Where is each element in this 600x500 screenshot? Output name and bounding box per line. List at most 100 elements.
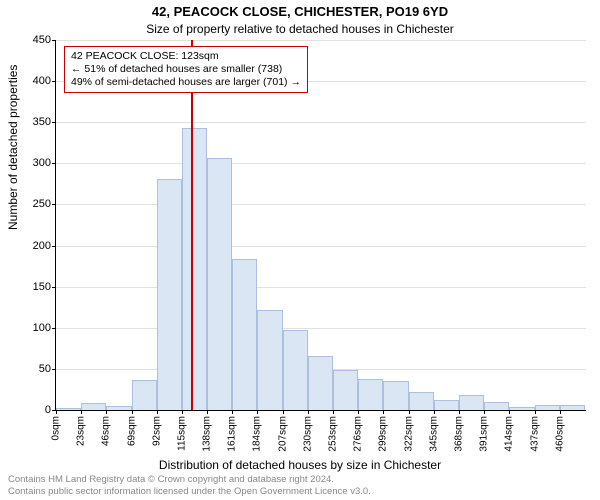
xtick-mark bbox=[509, 410, 510, 414]
xtick-mark bbox=[434, 410, 435, 414]
y-axis-label: Number of detached properties bbox=[6, 65, 20, 230]
ytick-mark bbox=[52, 369, 56, 370]
ytick-label: 300 bbox=[33, 157, 51, 169]
xtick-label: 92sqm bbox=[151, 416, 162, 446]
xtick-mark bbox=[182, 410, 183, 414]
histogram-bar bbox=[434, 400, 459, 410]
info-box-line: ← 51% of detached houses are smaller (73… bbox=[71, 63, 301, 76]
info-box: 42 PEACOCK CLOSE: 123sqm← 51% of detache… bbox=[64, 46, 308, 93]
info-box-line: 49% of semi-detached houses are larger (… bbox=[71, 76, 301, 89]
ytick-label: 450 bbox=[33, 34, 51, 46]
histogram-bar bbox=[56, 408, 81, 410]
ytick-mark bbox=[52, 287, 56, 288]
histogram-bar bbox=[106, 406, 131, 410]
xtick-label: 322sqm bbox=[403, 416, 414, 452]
xtick-mark bbox=[157, 410, 158, 414]
gridline bbox=[56, 287, 586, 288]
histogram-bar bbox=[157, 179, 182, 410]
ytick-mark bbox=[52, 163, 56, 164]
xtick-label: 391sqm bbox=[479, 416, 490, 452]
histogram-bar bbox=[132, 380, 157, 410]
ytick-mark bbox=[52, 328, 56, 329]
xtick-label: 437sqm bbox=[529, 416, 540, 452]
license-line: Contains HM Land Registry data © Crown c… bbox=[8, 474, 592, 486]
xtick-mark bbox=[257, 410, 258, 414]
gridline bbox=[56, 204, 586, 205]
ytick-label: 150 bbox=[33, 281, 51, 293]
ytick-label: 50 bbox=[39, 363, 51, 375]
xtick-label: 184sqm bbox=[252, 416, 263, 452]
histogram-bar bbox=[535, 405, 560, 410]
histogram-bar bbox=[308, 356, 333, 410]
ytick-label: 400 bbox=[33, 75, 51, 87]
info-box-line: 42 PEACOCK CLOSE: 123sqm bbox=[71, 50, 301, 63]
title-main: 42, PEACOCK CLOSE, CHICHESTER, PO19 6YD bbox=[0, 4, 600, 19]
xtick-label: 230sqm bbox=[302, 416, 313, 452]
xtick-mark bbox=[535, 410, 536, 414]
xtick-mark bbox=[132, 410, 133, 414]
gridline bbox=[56, 246, 586, 247]
x-axis-label: Distribution of detached houses by size … bbox=[0, 458, 600, 472]
ytick-mark bbox=[52, 40, 56, 41]
ytick-label: 250 bbox=[33, 198, 51, 210]
xtick-mark bbox=[81, 410, 82, 414]
ytick-mark bbox=[52, 122, 56, 123]
xtick-label: 460sqm bbox=[554, 416, 565, 452]
histogram-bar bbox=[283, 330, 308, 410]
xtick-mark bbox=[283, 410, 284, 414]
xtick-mark bbox=[560, 410, 561, 414]
histogram-bar bbox=[509, 407, 534, 410]
xtick-label: 115sqm bbox=[176, 416, 187, 451]
xtick-label: 253sqm bbox=[328, 416, 339, 452]
xtick-label: 0sqm bbox=[51, 416, 62, 440]
license-line: Contains public sector information licen… bbox=[8, 486, 592, 498]
histogram-bar bbox=[383, 381, 408, 410]
histogram-bar bbox=[182, 128, 207, 410]
xtick-label: 161sqm bbox=[227, 416, 238, 452]
xtick-mark bbox=[308, 410, 309, 414]
xtick-mark bbox=[358, 410, 359, 414]
xtick-mark bbox=[409, 410, 410, 414]
xtick-mark bbox=[484, 410, 485, 414]
histogram-bar bbox=[333, 370, 358, 410]
histogram-bar bbox=[207, 158, 232, 410]
xtick-label: 276sqm bbox=[353, 416, 364, 452]
license-text: Contains HM Land Registry data © Crown c… bbox=[0, 474, 600, 498]
histogram-bar bbox=[232, 259, 257, 410]
xtick-label: 299sqm bbox=[378, 416, 389, 452]
xtick-label: 414sqm bbox=[504, 416, 515, 452]
gridline bbox=[56, 122, 586, 123]
ytick-label: 100 bbox=[33, 322, 51, 334]
xtick-mark bbox=[232, 410, 233, 414]
ytick-mark bbox=[52, 81, 56, 82]
xtick-label: 368sqm bbox=[453, 416, 464, 452]
xtick-label: 69sqm bbox=[126, 416, 137, 446]
xtick-label: 46sqm bbox=[101, 416, 112, 446]
xtick-label: 23sqm bbox=[76, 416, 87, 446]
histogram-bar bbox=[560, 405, 585, 410]
xtick-mark bbox=[383, 410, 384, 414]
histogram-bar bbox=[459, 395, 484, 410]
title-sub: Size of property relative to detached ho… bbox=[0, 22, 600, 36]
histogram-bar bbox=[81, 403, 106, 410]
ytick-label: 350 bbox=[33, 116, 51, 128]
xtick-mark bbox=[333, 410, 334, 414]
histogram-bar bbox=[409, 392, 434, 410]
gridline bbox=[56, 40, 586, 41]
gridline bbox=[56, 163, 586, 164]
ytick-label: 200 bbox=[33, 240, 51, 252]
histogram-plot: 0501001502002503003504004500sqm23sqm46sq… bbox=[55, 40, 586, 411]
xtick-label: 345sqm bbox=[428, 416, 439, 452]
ytick-mark bbox=[52, 246, 56, 247]
histogram-bar bbox=[257, 310, 282, 410]
ytick-label: 0 bbox=[45, 404, 51, 416]
xtick-mark bbox=[106, 410, 107, 414]
xtick-mark bbox=[459, 410, 460, 414]
histogram-bar bbox=[358, 379, 383, 410]
xtick-mark bbox=[207, 410, 208, 414]
histogram-bar bbox=[484, 402, 509, 410]
xtick-label: 207sqm bbox=[277, 416, 288, 452]
xtick-mark bbox=[56, 410, 57, 414]
ytick-mark bbox=[52, 204, 56, 205]
marker-line bbox=[191, 40, 193, 410]
